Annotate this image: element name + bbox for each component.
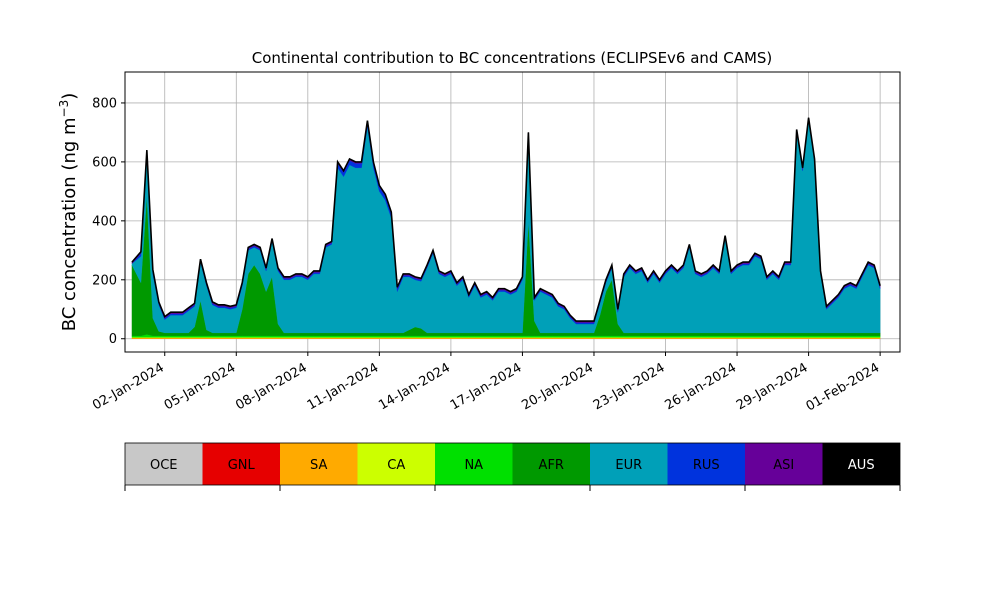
legend-swatch-oce bbox=[125, 443, 203, 485]
legend-colorbar: OCE GNL SA CA NA AFR EUR RUS ASI AUS bbox=[124, 442, 901, 491]
legend-label-ca: CA bbox=[387, 458, 405, 473]
y-tick-label: 0 bbox=[109, 332, 117, 347]
x-tick-label: 08-Jan-2024 bbox=[233, 360, 310, 413]
legend-swatch-gnl bbox=[202, 443, 280, 485]
legend-swatch-ca bbox=[357, 443, 435, 485]
y-axis-label-end: ) bbox=[59, 93, 80, 100]
legend-label-sa: SA bbox=[310, 458, 327, 473]
x-tick-label: 29-Jan-2024 bbox=[734, 360, 811, 413]
y-tick-label: 200 bbox=[92, 273, 117, 288]
x-tick-label: 26-Jan-2024 bbox=[662, 360, 739, 413]
legend-label-eur: EUR bbox=[615, 458, 642, 473]
plot-frame bbox=[124, 71, 901, 353]
y-axis: 0 200 400 600 800 bbox=[92, 96, 125, 347]
legend-frame bbox=[124, 442, 901, 486]
y-tick-label: 400 bbox=[92, 214, 117, 229]
legend-swatch-eur bbox=[590, 443, 668, 485]
x-tick-label: 02-Jan-2024 bbox=[90, 360, 167, 413]
y-axis-label-main: BC concentration (ng m bbox=[59, 117, 80, 331]
legend-label-gnl: GNL bbox=[228, 458, 256, 473]
y-axis-label: BC concentration (ng m−3) bbox=[57, 93, 80, 332]
x-tick-label: 23-Jan-2024 bbox=[591, 360, 668, 413]
stacked-area-layer bbox=[131, 117, 881, 339]
legend-swatch-afr bbox=[512, 443, 590, 485]
chart-title: Continental contribution to BC concentra… bbox=[252, 49, 773, 67]
legend-label-aus: AUS bbox=[848, 458, 875, 473]
legend-label-na: NA bbox=[464, 458, 483, 473]
legend-swatch-rus bbox=[667, 443, 745, 485]
legend-swatch-asi bbox=[745, 443, 823, 485]
legend-label-rus: RUS bbox=[693, 458, 720, 473]
total-outline bbox=[131, 117, 881, 322]
legend-label-asi: ASI bbox=[773, 458, 794, 473]
legend-label-oce: OCE bbox=[150, 458, 178, 473]
x-tick-label: 01-Feb-2024 bbox=[804, 360, 883, 414]
y-tick-label: 600 bbox=[92, 155, 117, 170]
x-tick-label: 11-Jan-2024 bbox=[305, 360, 382, 413]
x-tick-label: 17-Jan-2024 bbox=[448, 360, 525, 413]
y-axis-label-superscript: −3 bbox=[57, 100, 71, 118]
legend-label-afr: AFR bbox=[539, 458, 564, 473]
x-tick-label: 20-Jan-2024 bbox=[519, 360, 596, 413]
x-tick-label: 05-Jan-2024 bbox=[162, 360, 239, 413]
x-axis: 02-Jan-202405-Jan-202408-Jan-202411-Jan-… bbox=[90, 352, 882, 414]
legend-swatch-na bbox=[435, 443, 513, 485]
legend-swatch-sa bbox=[280, 443, 358, 485]
x-tick-label: 14-Jan-2024 bbox=[376, 360, 453, 413]
legend-swatch-aus bbox=[822, 443, 900, 485]
y-tick-label: 800 bbox=[92, 96, 117, 111]
